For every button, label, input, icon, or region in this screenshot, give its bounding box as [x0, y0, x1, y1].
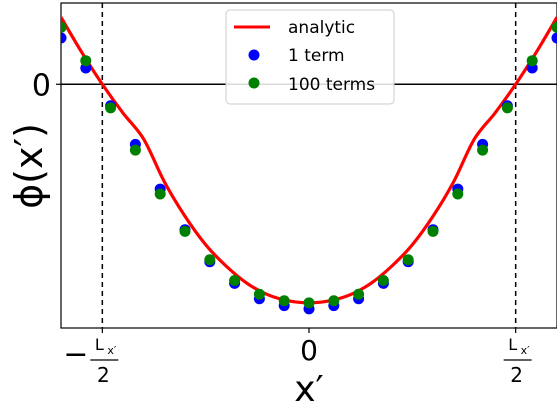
series-100-terms-point	[204, 254, 216, 266]
series-100-terms-point	[377, 274, 389, 286]
series-100-terms-point	[129, 144, 141, 156]
series-100-terms-point	[105, 102, 117, 114]
legend-100-terms-label: 100 terms	[288, 75, 375, 95]
series-100-terms-point	[80, 55, 92, 67]
y-tick-label-0: 0	[32, 68, 51, 103]
y-axis-label: ϕ(x′)	[7, 123, 51, 209]
x-tick-label-1: 0	[300, 334, 318, 367]
legend: analytic 1 term 100 terms	[225, 9, 395, 105]
legend-box	[225, 9, 395, 105]
legend-1-term-swatch	[248, 49, 260, 61]
x-tick-den-2: 2	[510, 363, 523, 387]
series-100-terms-point	[154, 188, 166, 200]
x-tick-num-2: L	[508, 335, 517, 354]
series-100-terms-point	[402, 254, 414, 266]
legend-analytic-label: analytic	[288, 18, 355, 38]
series-100-terms-point	[303, 297, 315, 309]
series-100-terms-point	[501, 102, 513, 114]
series-100-terms-point	[253, 288, 265, 300]
x-tick-num-0: L	[95, 335, 104, 354]
series-100-terms-point	[229, 274, 241, 286]
x-tick-sub-0: x′	[107, 344, 117, 357]
legend-100-terms-swatch	[248, 77, 260, 89]
x-tick-sub-2: x′	[521, 344, 531, 357]
x-tick-den-0: 2	[97, 363, 110, 387]
series-layer	[61, 16, 557, 315]
series-100-terms-point	[353, 288, 365, 300]
series-100-terms-point	[179, 225, 191, 237]
series-1-term-point	[551, 32, 557, 44]
series-100-terms-point	[61, 21, 67, 33]
series-100-terms-point	[551, 21, 557, 33]
series-100-terms-point	[452, 188, 464, 200]
x-tick-sign-0: −	[63, 337, 88, 372]
series-100-terms-point	[328, 295, 340, 307]
series-1-term-point	[61, 32, 67, 44]
series-100-terms-point	[278, 295, 290, 307]
x-axis-label: x′	[294, 369, 323, 408]
series-100-terms-point	[477, 144, 489, 156]
series-100-terms-point	[427, 225, 439, 237]
legend-1-term-label: 1 term	[288, 46, 345, 66]
series-100-terms-point	[526, 55, 538, 67]
